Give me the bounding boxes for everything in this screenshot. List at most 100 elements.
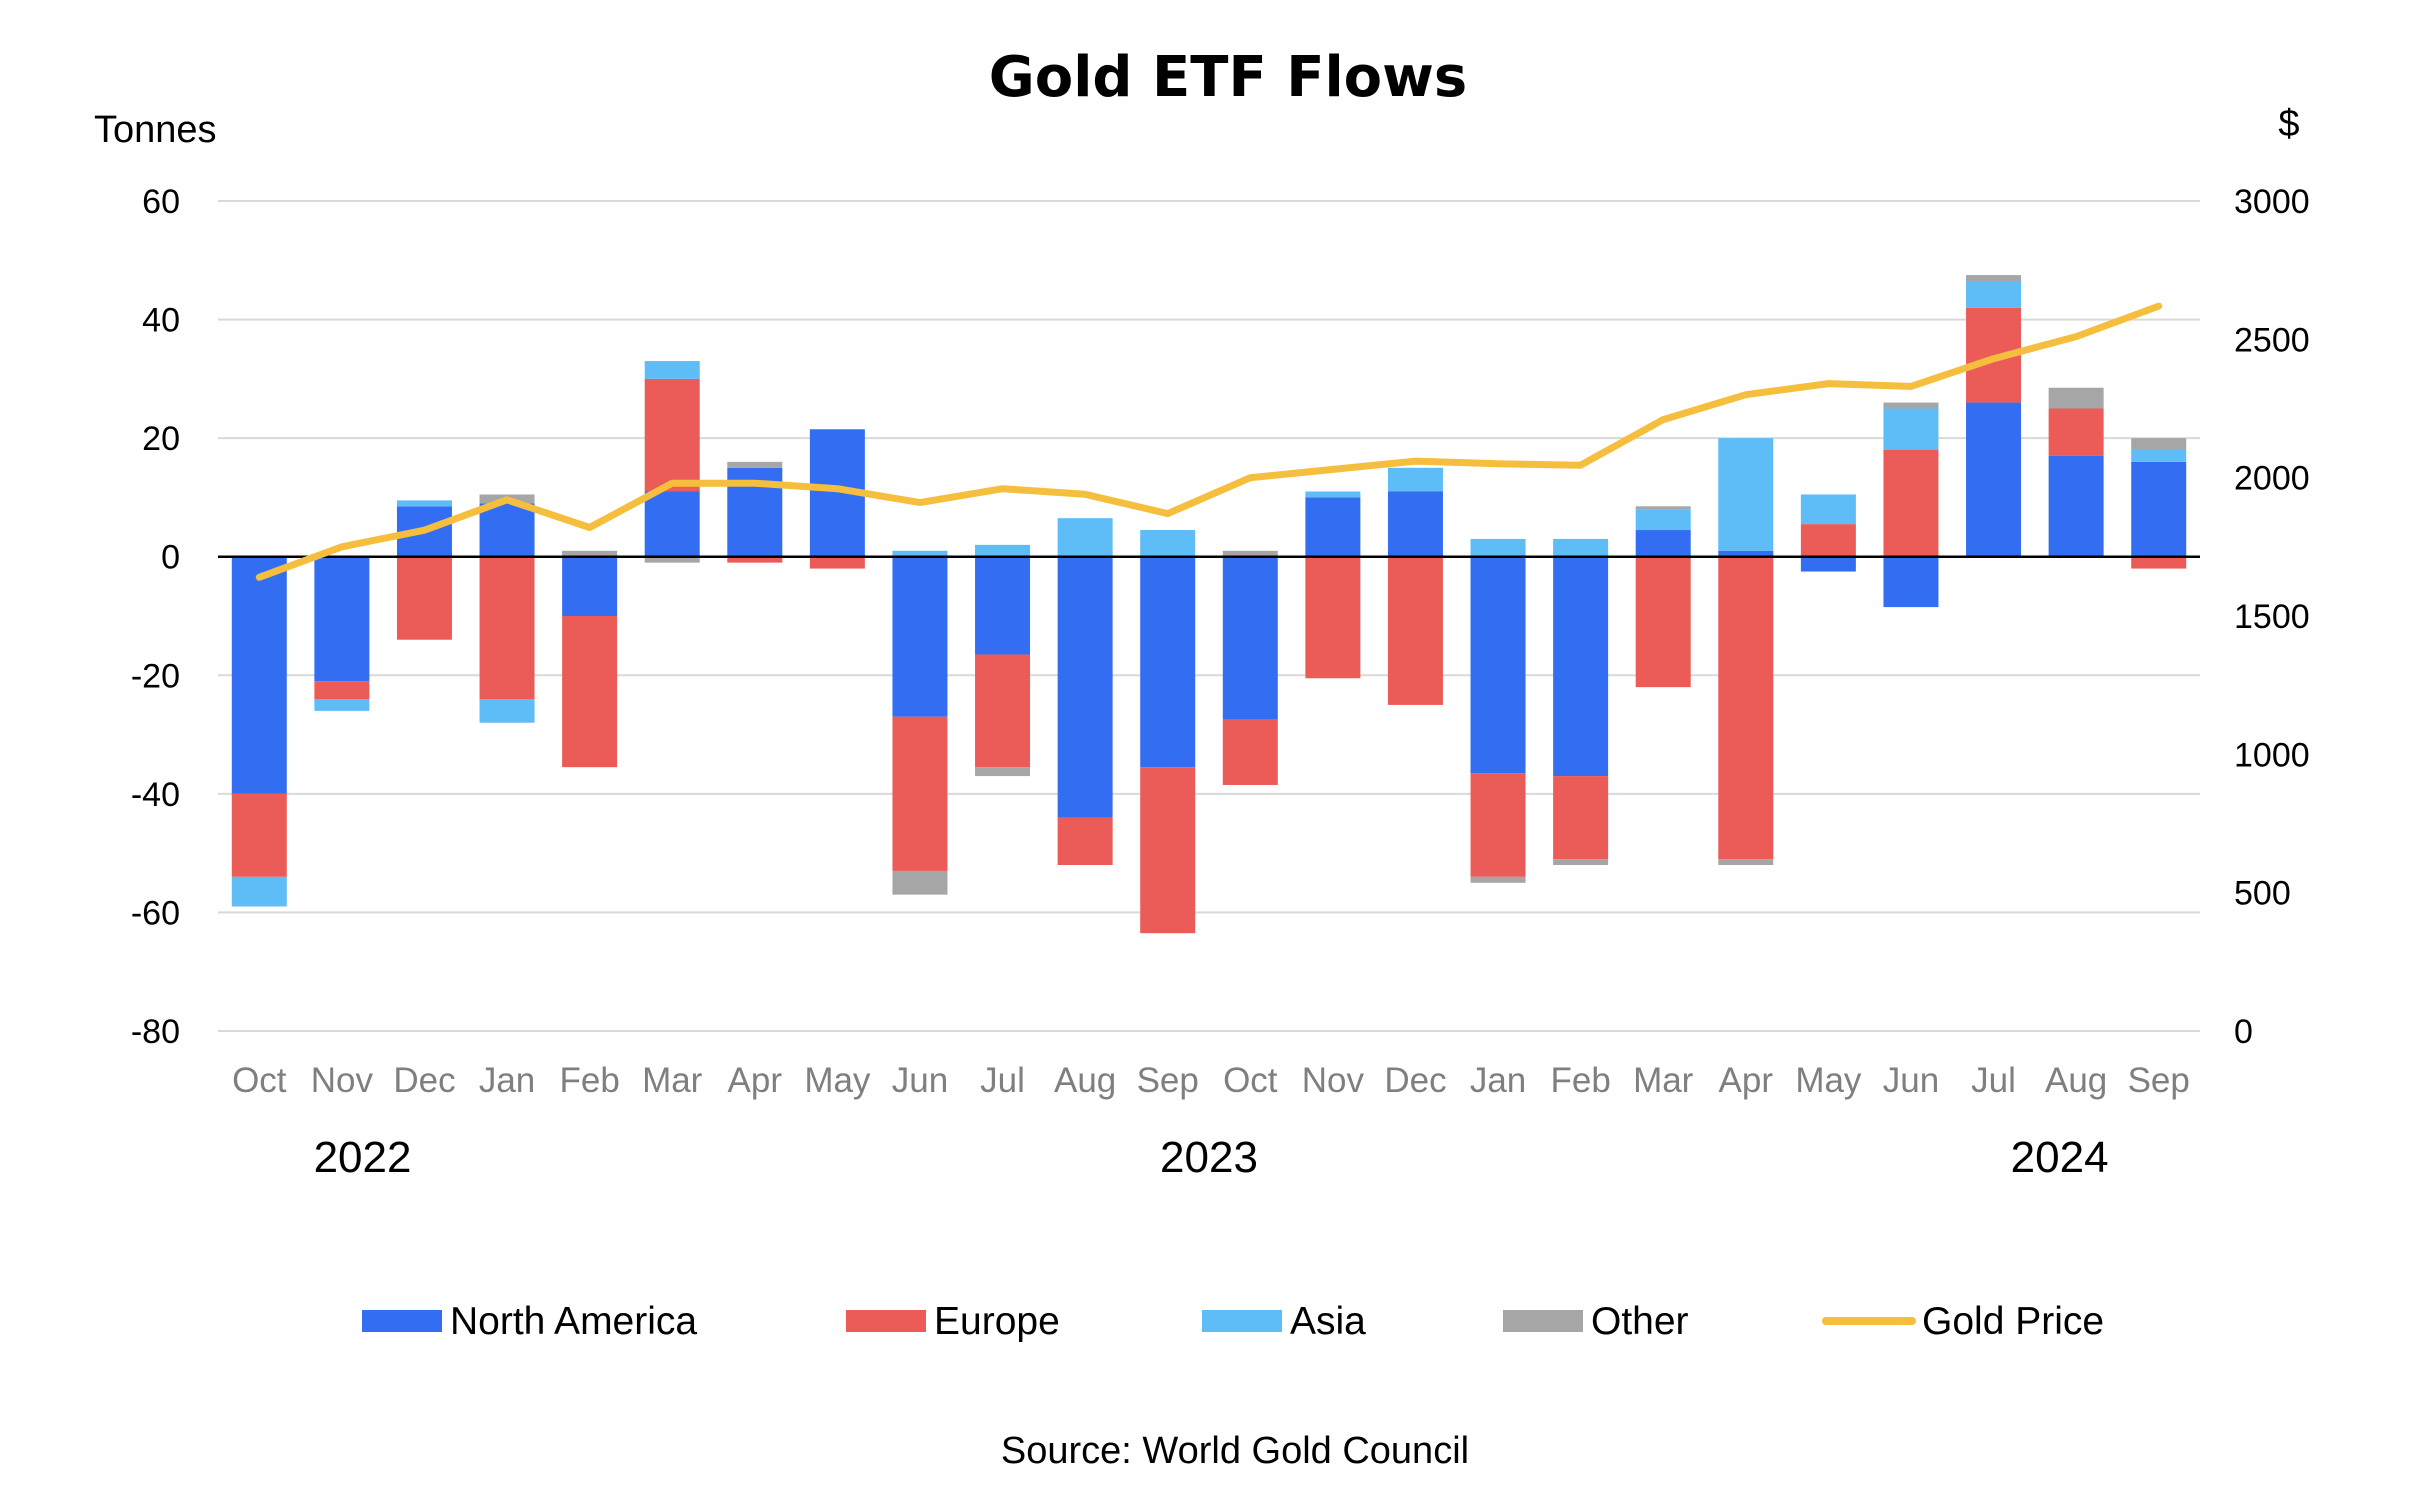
x-tick-label: Oct [232, 1061, 287, 1100]
bar-europe [1635, 556, 1691, 688]
bar-north-america [1057, 556, 1113, 818]
bar-other [644, 556, 700, 563]
legend-item-asia: Asia [1202, 1300, 1366, 1343]
bar-asia [2131, 450, 2187, 462]
bar-north-america [975, 556, 1031, 655]
bar-north-america [1387, 491, 1443, 557]
legend-swatch [1503, 1310, 1583, 1332]
bar-other [1470, 876, 1526, 883]
y-tick-label: -40 [131, 776, 180, 814]
bar-other [975, 767, 1031, 777]
x-tick-label: Dec [393, 1061, 455, 1100]
x-tick-label: Jun [892, 1061, 948, 1100]
bar-asia [1553, 538, 1609, 557]
y-tick-labels: 60 40 20 0 -20 -40 -60 -80 [131, 183, 180, 1051]
bar-other [1883, 402, 1939, 409]
bar-europe [2048, 408, 2104, 456]
bar-asia [231, 876, 287, 907]
legend-label: Other [1591, 1300, 1689, 1343]
y2-tick-labels: 3000 2500 2000 1500 1000 500 0 [2234, 183, 2310, 1051]
y-tick-label: -80 [131, 1013, 180, 1051]
y2-tick-label: 2500 [2234, 321, 2310, 359]
bar-north-america [1800, 556, 1856, 572]
x-tick-label: Nov [311, 1061, 374, 1100]
bar-north-america [479, 503, 535, 557]
legend-swatch [362, 1310, 442, 1332]
bar-other [1222, 550, 1278, 557]
legend-item-europe: Europe [846, 1300, 1060, 1343]
bar-europe [1222, 719, 1278, 785]
x-tick-label: Jun [1883, 1061, 1939, 1100]
bar-other [727, 461, 783, 468]
x-tick-label: Jul [980, 1061, 1025, 1100]
bar-asia [479, 699, 535, 723]
x-tick-label: Apr [1719, 1061, 1774, 1100]
bar-europe [396, 556, 452, 640]
bar-europe [314, 681, 370, 699]
bar-europe [1057, 817, 1113, 865]
bar-europe [892, 716, 948, 871]
x-tick-label: Jan [479, 1061, 535, 1100]
legend-label: Gold Price [1922, 1300, 2104, 1343]
y2-tick-label: 500 [2234, 875, 2291, 913]
bar-north-america [231, 556, 287, 794]
bar-europe [562, 616, 618, 768]
gold-price-line-layer [255, 302, 2163, 581]
legend-label: Asia [1290, 1300, 1366, 1343]
legend-swatch [846, 1310, 926, 1332]
bar-north-america [314, 556, 370, 682]
bar-asia [1387, 467, 1443, 492]
bar-asia [1718, 438, 1774, 551]
x-tick-label: Sep [1137, 1061, 1199, 1100]
year-label: 2022 [314, 1133, 412, 1182]
legend-item-north-america: North America [362, 1300, 697, 1343]
x-tick-label: Feb [1550, 1061, 1610, 1100]
y2-tick-label: 3000 [2234, 183, 2310, 221]
y2-tick-label: 2000 [2234, 460, 2310, 498]
year-label: 2024 [2011, 1133, 2109, 1182]
bar-asia [314, 699, 370, 711]
x-tick-label: Oct [1223, 1061, 1278, 1100]
legend-item-gold-price: Gold Price [1822, 1300, 2104, 1343]
x-tick-label: Nov [1302, 1061, 1365, 1100]
bar-europe [231, 793, 287, 877]
x-tick-label: Feb [559, 1061, 619, 1100]
bar-north-america [1635, 530, 1691, 557]
bar-asia [1966, 281, 2022, 308]
bar-europe [644, 378, 700, 492]
bar-europe [1140, 767, 1196, 934]
y2-tick-label: 1500 [2234, 598, 2310, 636]
bar-asia [1635, 509, 1691, 531]
bar-asia [1057, 518, 1113, 557]
y-tick-label: 0 [161, 539, 180, 577]
x-tick-label: Mar [642, 1061, 703, 1100]
bars [231, 275, 2187, 934]
bar-north-america [1718, 550, 1774, 557]
bar-other [1635, 506, 1691, 510]
y-tick-label: -20 [131, 657, 180, 695]
bar-north-america [1305, 497, 1361, 557]
bar-europe [2131, 556, 2187, 569]
bar-asia [1800, 494, 1856, 525]
x-tick-label: Jan [1470, 1061, 1526, 1100]
y2-tick-label: 1000 [2234, 736, 2310, 774]
bar-other [2131, 438, 2187, 450]
bar-europe [479, 556, 535, 699]
x-tick-label: Dec [1384, 1061, 1446, 1100]
legend-label: Europe [934, 1300, 1060, 1343]
bar-north-america [2048, 455, 2104, 557]
y-tick-label: 20 [142, 420, 180, 458]
bar-north-america [1966, 402, 2022, 557]
bar-asia [1140, 530, 1196, 557]
bar-north-america [562, 556, 618, 616]
y-right-label: $ [2278, 103, 2299, 145]
bar-north-america [1470, 556, 1526, 774]
bar-asia [892, 550, 948, 557]
bar-europe [1387, 556, 1443, 705]
bar-other [1718, 859, 1774, 865]
legend-item-other: Other [1503, 1300, 1689, 1343]
bar-europe [809, 556, 865, 569]
x-tick-label: Aug [2045, 1061, 2107, 1100]
chart-title: Gold ETF Flows [989, 45, 1467, 110]
